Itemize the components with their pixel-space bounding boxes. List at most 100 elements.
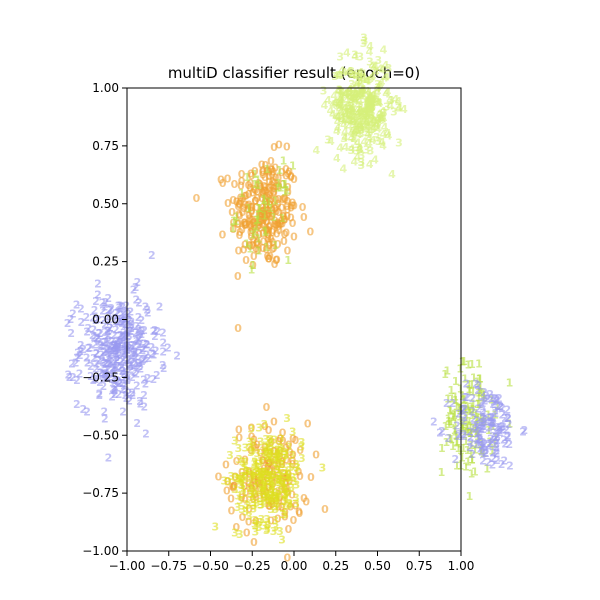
data-point: 2: [473, 438, 481, 451]
data-point: 3: [280, 494, 288, 507]
data-point: 0: [272, 472, 280, 485]
data-point: 4: [356, 119, 364, 132]
data-point: 0: [295, 465, 303, 478]
data-point: 0: [276, 491, 284, 504]
data-point: 1: [465, 415, 473, 428]
data-point: 3: [252, 525, 260, 538]
data-point: 0: [262, 485, 270, 498]
data-point: 0: [282, 226, 290, 239]
data-point: 3: [235, 442, 243, 455]
data-point: 2: [489, 430, 497, 443]
data-point: 1: [467, 427, 475, 440]
data-point: 3: [298, 436, 306, 449]
data-point: 1: [462, 461, 470, 474]
data-point: 3: [231, 527, 239, 540]
data-point: 4: [387, 100, 395, 113]
data-point: 3: [363, 126, 371, 139]
data-point: 1: [488, 394, 496, 407]
data-point: 0: [260, 235, 268, 248]
data-point: 0: [273, 463, 281, 476]
data-point: 0: [262, 181, 270, 194]
data-point: 0: [247, 168, 255, 181]
data-point: 0: [264, 481, 272, 494]
data-point: 4: [338, 86, 346, 99]
data-point: 1: [255, 245, 263, 258]
data-point: 3: [288, 449, 296, 462]
data-point: 3: [273, 449, 281, 462]
data-point: 4: [366, 97, 374, 110]
data-point: 4: [346, 115, 354, 128]
data-point: 0: [249, 214, 257, 227]
data-point: 4: [338, 64, 346, 77]
data-point: 1: [468, 453, 476, 466]
data-point: 3: [241, 442, 249, 455]
data-point: 2: [64, 317, 72, 330]
data-point: 2: [132, 294, 140, 307]
data-point: 0: [286, 475, 294, 488]
data-point: 0: [266, 500, 274, 513]
data-point: 0: [234, 270, 242, 283]
data-point: 2: [66, 371, 74, 384]
data-point: 4: [351, 126, 359, 139]
data-point: 3: [337, 85, 345, 98]
data-point: 0: [268, 210, 276, 223]
data-point: 4: [340, 66, 348, 79]
data-point: 2: [119, 365, 127, 378]
data-point: 4: [365, 108, 373, 121]
data-point: 3: [358, 149, 366, 162]
data-point: 4: [312, 144, 320, 157]
data-point: 2: [479, 436, 487, 449]
data-point: 4: [345, 120, 353, 133]
data-point: 3: [275, 474, 283, 487]
data-point: 2: [108, 335, 116, 348]
data-point: 4: [365, 99, 373, 112]
data-point: 0: [235, 198, 243, 211]
data-point: 0: [273, 180, 281, 193]
data-point: 3: [247, 423, 255, 436]
data-point: 3: [243, 465, 251, 478]
data-point: 4: [349, 115, 357, 128]
data-point: 0: [253, 237, 261, 250]
data-point: 3: [387, 94, 395, 107]
data-point: 0: [256, 477, 264, 490]
data-point: 0: [263, 164, 271, 177]
data-point: 1: [261, 210, 269, 223]
data-point: 4: [358, 88, 366, 101]
data-point: 3: [271, 434, 279, 447]
data-point: 4: [341, 101, 349, 114]
y-tick-label: −0.75: [82, 486, 119, 500]
data-point: 0: [266, 250, 274, 263]
data-point: 0: [249, 259, 257, 272]
chart-title: multiD classifier result (epoch=0): [168, 64, 420, 82]
data-point: 3: [251, 456, 259, 469]
data-point: 4: [363, 74, 371, 87]
data-point: 0: [279, 435, 287, 448]
data-point: 1: [254, 209, 262, 222]
data-point: 3: [277, 442, 285, 455]
data-point: 1: [468, 453, 476, 466]
data-point: 2: [478, 445, 486, 458]
data-point: 4: [364, 93, 372, 106]
data-point: 0: [290, 231, 298, 244]
data-point: 2: [125, 387, 133, 400]
data-point: 3: [286, 498, 294, 511]
data-point: 0: [278, 214, 286, 227]
data-point: 0: [268, 498, 276, 511]
data-point: 4: [371, 154, 379, 167]
data-point: 4: [378, 136, 386, 149]
data-point: 0: [292, 434, 300, 447]
data-point: 1: [483, 463, 491, 476]
data-point: 2: [451, 453, 459, 466]
data-point: 4: [348, 142, 356, 155]
data-point: 4: [335, 85, 343, 98]
data-point: 2: [493, 441, 501, 454]
data-point: 3: [253, 466, 261, 479]
data-point: 2: [133, 380, 141, 393]
data-point: 3: [356, 74, 364, 87]
data-point: 4: [362, 104, 370, 117]
data-point: 0: [283, 210, 291, 223]
data-point: 4: [329, 98, 337, 111]
data-point: 4: [373, 119, 381, 132]
data-point: 4: [382, 88, 390, 101]
data-point: 4: [349, 105, 357, 118]
